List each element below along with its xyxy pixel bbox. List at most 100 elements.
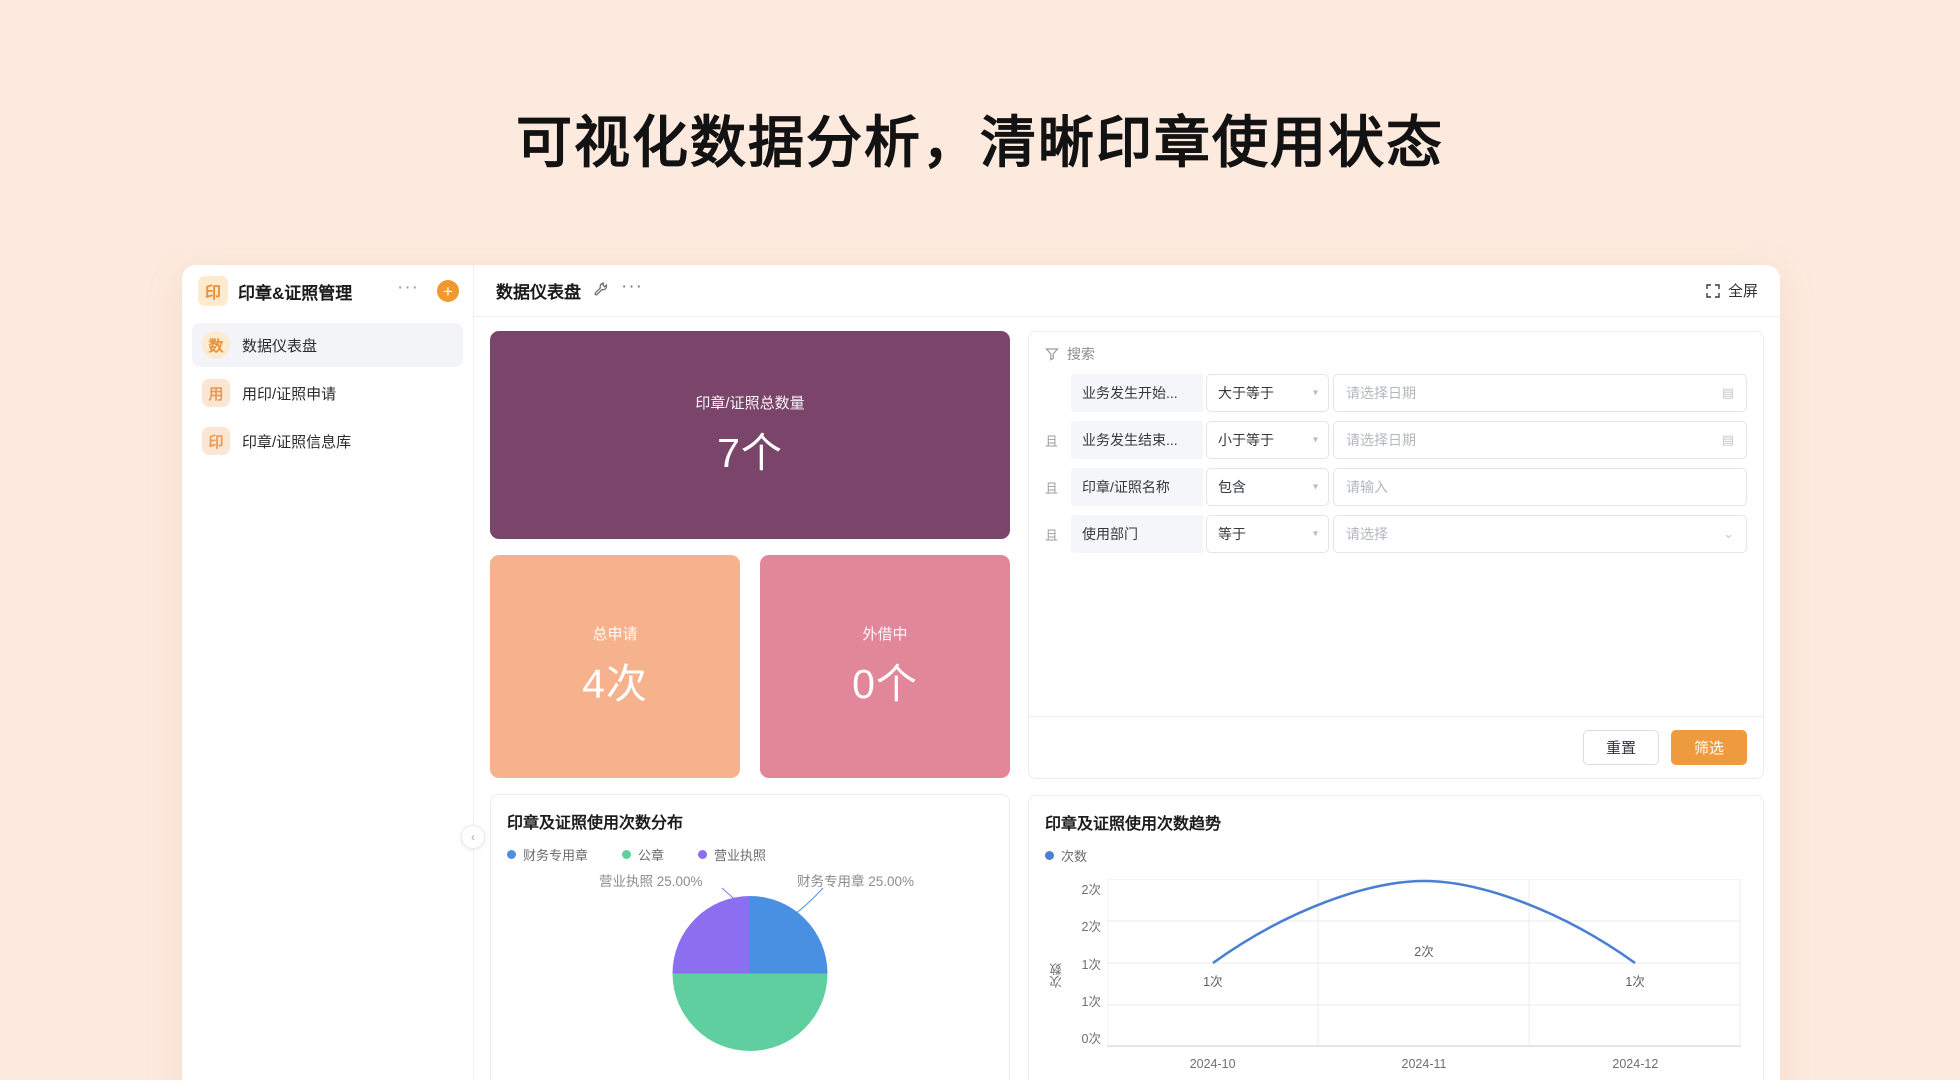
sidebar-item-label: 印章/证照信息库 [242,433,352,451]
legend-label: 次数 [1061,849,1088,864]
filter-operator-select[interactable]: 包含 ▾ [1206,468,1329,506]
filter-field-name[interactable]: 使用部门 [1071,515,1203,553]
kpi-card-on-loan: 外借中 0个 [760,555,1010,778]
chevron-down-icon: ▾ [1312,434,1318,446]
x-tick: 2024-12 [1612,1057,1659,1071]
filter-value-select[interactable]: 请选择 ⌄ [1333,515,1747,553]
app-window: 印 印章&证照管理 ··· + 数 数据仪表盘 用 用印/证照申请 印 印章/证… [182,265,1780,1080]
fullscreen-icon [1706,283,1720,298]
line-chart-area: 次数 2次 2次 1次 1次 0次 [1045,871,1747,1080]
legend-color-dot [622,850,632,859]
x-tick: 2024-11 [1401,1057,1447,1071]
filter-icon [1045,348,1059,361]
wrench-icon[interactable] [593,281,609,301]
kpi-value: 4次 [582,661,648,707]
filter-actions: 重置 筛选 [1029,716,1763,778]
legend-item[interactable]: 营业执照 [698,845,766,864]
filter-value-placeholder: 请输入 [1346,479,1388,495]
line-chart-xticks: 2024-10 2024-11 2024-12 [1107,1057,1741,1071]
line-chart-yticks: 2次 2次 1次 1次 0次 [1067,879,1101,1047]
filter-value-date-input[interactable]: 请选择日期 ▤ [1333,421,1747,459]
legend-label: 财务专用章 [523,848,589,863]
sidebar-collapse-chevron-left-icon[interactable]: ‹ [461,825,485,849]
main-title: 数据仪表盘 [496,283,581,302]
calendar-icon: ▤ [1721,385,1734,400]
y-tick: 1次 [1081,957,1101,972]
main-more-options-icon[interactable]: ··· [621,276,643,297]
pie-chart-panel: 印章及证照使用次数分布 财务专用章 公章 营业执照 [490,794,1010,1080]
filter-operator-value: 小于等于 [1218,432,1274,448]
sidebar-item-dashboard[interactable]: 数 数据仪表盘 [192,323,463,367]
legend-item[interactable]: 财务专用章 [507,845,588,864]
sidebar-item-application[interactable]: 用 用印/证照申请 [192,371,463,415]
filter-row-seal-name: 且 印章/证照名称 包含 ▾ 请输入 [1045,468,1747,506]
sidebar-header: 印 印章&证照管理 ··· + [182,265,473,317]
filter-panel: 搜索 业务发生开始... 大于等于 ▾ 请选择日期 [1028,331,1764,779]
filter-operator-select[interactable]: 等于 ▾ [1206,515,1329,553]
legend-item[interactable]: 次数 [1045,846,1087,865]
filter-operator-select[interactable]: 小于等于 ▾ [1206,421,1329,459]
kpi-value: 7个 [717,429,783,476]
fullscreen-label: 全屏 [1727,283,1758,300]
filter-field-name[interactable]: 业务发生开始... [1071,374,1203,412]
fullscreen-button[interactable]: 全屏 [1705,280,1758,301]
pie-data-labels: 营业执照 25.00% 财务专用章 25.00% [507,870,993,892]
sidebar-item-label: 用印/证照申请 [242,385,337,403]
line-point-label: 2次 [1414,945,1434,959]
sidebar-item-label: 数据仪表盘 [242,337,318,355]
sidebar-item-repository[interactable]: 印 印章/证照信息库 [192,419,463,463]
legend-item[interactable]: 公章 [622,845,664,864]
add-icon[interactable]: + [437,280,459,302]
y-tick: 0次 [1081,1032,1101,1046]
line-chart-svg [1106,878,1741,1047]
filter-value-text-input[interactable]: 请输入 [1333,468,1747,506]
filter-row-business-end: 且 业务发生结束... 小于等于 ▾ 请选择日期 ▤ [1045,421,1747,459]
kpi-card-total-applications: 总申请 4次 [490,555,740,778]
filter-conjunction: 且 [1045,527,1059,543]
filter-operator-value: 大于等于 [1218,385,1274,401]
filter-operator-select[interactable]: 大于等于 ▾ [1206,374,1329,412]
y-tick: 2次 [1081,883,1101,897]
pie-chart-legend: 财务专用章 公章 营业执照 [507,845,993,864]
sidebar: 印 印章&证照管理 ··· + 数 数据仪表盘 用 用印/证照申请 印 印章/证… [182,265,485,1080]
chevron-down-icon: ▾ [1312,387,1318,399]
filter-value-date-input[interactable]: 请选择日期 ▤ [1333,374,1747,412]
x-tick: 2024-10 [1189,1057,1236,1071]
line-point-label: 1次 [1203,975,1223,989]
line-chart-plot: 1次 2次 1次 [1106,878,1741,1047]
legend-label: 公章 [638,848,665,863]
more-options-icon[interactable]: ··· [397,276,419,298]
filter-conjunction: 且 [1045,480,1059,496]
filter-header: 搜索 [1029,332,1763,368]
pie-slice-label-business-license: 营业执照 25.00% [599,874,703,889]
app-title: 印章&证照管理 [238,283,353,303]
filter-field-name[interactable]: 印章/证照名称 [1071,468,1203,506]
repository-icon: 印 [202,427,230,455]
filter-value-placeholder: 请选择日期 [1346,432,1416,448]
reset-button[interactable]: 重置 [1582,730,1659,765]
kpi-value: 0个 [852,661,918,707]
filter-button[interactable]: 筛选 [1670,730,1747,765]
kpi-label: 外借中 [862,626,908,643]
filter-operator-value: 等于 [1218,526,1246,542]
y-tick: 1次 [1081,994,1101,1009]
dashboard-icon: 数 [202,331,230,359]
calendar-icon: ▤ [1721,432,1734,447]
legend-color-dot [507,850,516,859]
kpi-card-total-seals: 印章/证照总数量 7个 [490,331,1010,539]
kpi-label: 总申请 [592,626,638,643]
dashboard-board: 印章/证照总数量 7个 总申请 4次 外借中 0个 印章及证照使用次数分布 [474,317,1780,1080]
filter-field-name[interactable]: 业务发生结束... [1071,421,1203,459]
filter-value-placeholder: 请选择 [1346,526,1388,542]
chevron-down-icon: ▾ [1312,481,1318,493]
sidebar-nav: 数 数据仪表盘 用 用印/证照申请 印 印章/证照信息库 [182,317,473,467]
line-point-label: 1次 [1625,975,1645,989]
legend-color-dot [1045,851,1054,860]
y-tick: 2次 [1081,920,1101,935]
pie-chart-graphic [672,896,828,1051]
line-chart-legend: 次数 [1045,846,1747,865]
application-icon: 用 [202,379,230,407]
filter-value-placeholder: 请选择日期 [1346,385,1416,401]
pie-slice-label-finance-seal: 财务专用章 25.00% [797,874,915,889]
legend-color-dot [698,850,708,859]
